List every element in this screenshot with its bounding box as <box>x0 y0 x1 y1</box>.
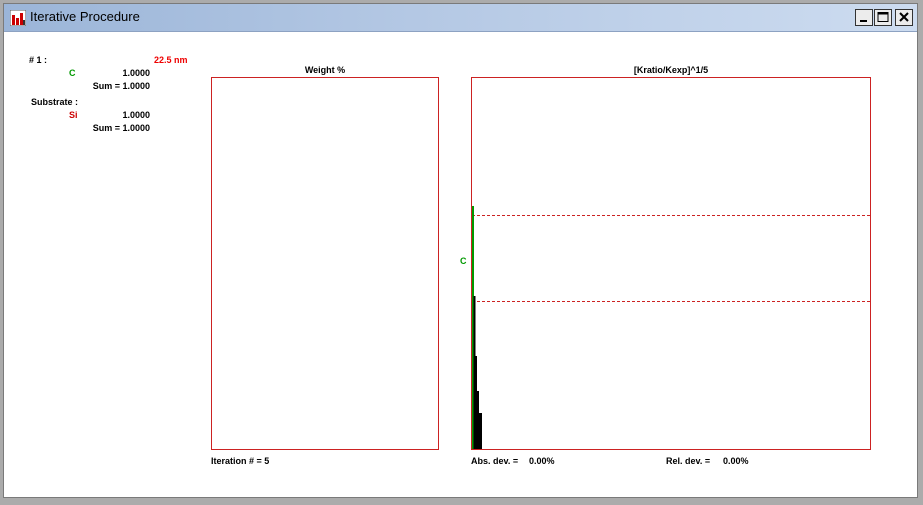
substrate-element-value: 1.0000 <box>122 110 150 120</box>
close-icon <box>899 12 909 22</box>
iteration-bar <box>479 413 482 449</box>
iteration-bar <box>473 296 476 449</box>
window-title: Iterative Procedure <box>30 9 140 24</box>
rel-dev-label: Rel. dev. = <box>666 456 711 466</box>
layer-thickness: 22.5 nm <box>154 55 188 65</box>
layer-element-value: 1.0000 <box>122 68 150 78</box>
layer-sum: Sum = 1.0000 <box>92 81 150 91</box>
ratio-panel-title: [Kratio/Kexp]^1/5 <box>633 65 709 75</box>
ratio-plot <box>472 206 870 449</box>
close-button[interactable] <box>895 9 913 26</box>
layer-element: C <box>69 68 76 78</box>
iteration-bar <box>475 356 477 449</box>
maximize-button[interactable] <box>874 9 892 26</box>
abs-dev-label: Abs. dev. = <box>471 456 519 466</box>
iteration-bar <box>477 391 479 449</box>
minimize-button[interactable] <box>855 9 873 26</box>
substrate-element: Si <box>69 110 78 120</box>
minimize-icon <box>860 20 867 22</box>
title-bar[interactable]: Iterative Procedure <box>4 4 917 32</box>
iteration-counter: Iteration # = 5 <box>211 456 270 466</box>
maximize-icon <box>877 12 889 22</box>
ratio-panel <box>471 77 871 450</box>
ratio-element-label: C <box>460 256 467 266</box>
rel-dev-value: 0.00% <box>723 456 749 466</box>
layer-label: # 1 : <box>29 55 48 65</box>
weight-panel-title: Weight % <box>304 65 346 75</box>
abs-dev-value: 0.00% <box>529 456 555 466</box>
substrate-sum: Sum = 1.0000 <box>92 123 150 133</box>
substrate-label: Substrate : <box>31 97 79 107</box>
app-icon <box>10 10 26 26</box>
weight-panel <box>211 77 439 450</box>
